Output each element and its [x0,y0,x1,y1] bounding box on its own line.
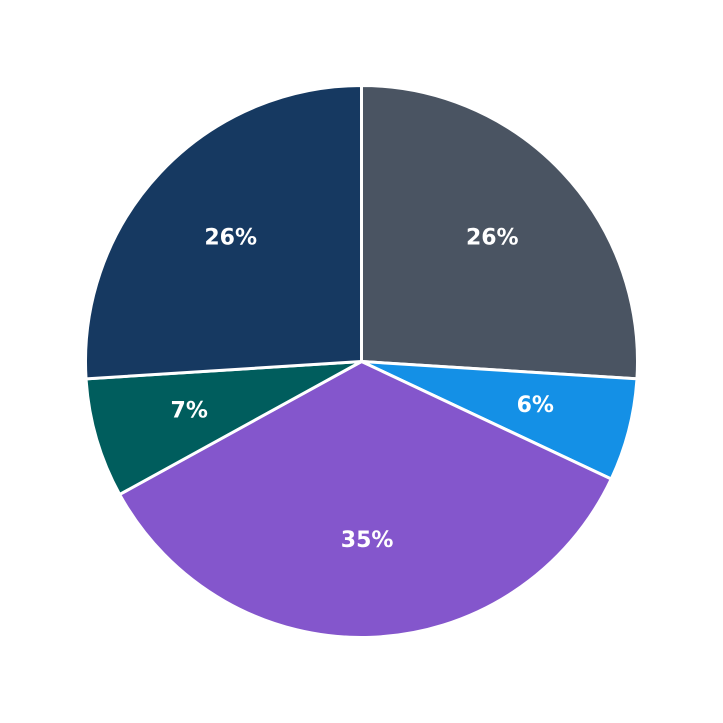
pie-slice [84,360,363,496]
slice-label: 6% [517,393,554,418]
slice-label: 26% [466,226,519,251]
pie-slice [118,360,613,639]
slice-label: 7% [171,399,208,424]
slice-label: 35% [341,528,394,553]
pie-slice [360,84,639,381]
pie-slice [84,84,363,381]
slice-label: 26% [204,226,257,251]
